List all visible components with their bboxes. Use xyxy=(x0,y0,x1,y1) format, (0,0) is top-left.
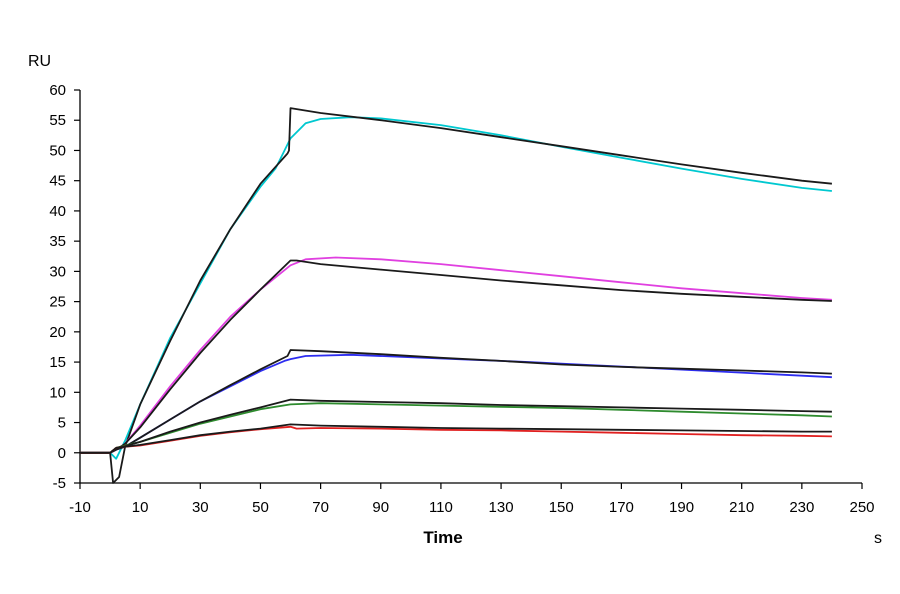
x-tick-label: 170 xyxy=(609,499,634,516)
series-line-1 xyxy=(80,116,832,460)
y-tick-label: 45 xyxy=(49,173,66,190)
y-tick-label: 40 xyxy=(49,203,66,220)
x-tick-label: 250 xyxy=(849,499,874,516)
y-tick-label: 50 xyxy=(49,142,66,159)
y-tick-label: 20 xyxy=(49,324,66,341)
x-tick-label: 90 xyxy=(372,499,389,516)
y-tick-label: 55 xyxy=(49,112,66,129)
y-tick-label: 10 xyxy=(49,384,66,401)
x-tick-label: 110 xyxy=(429,499,453,516)
x-tick-label: 130 xyxy=(489,499,514,516)
series-layer xyxy=(80,107,832,484)
y-tick-label: 30 xyxy=(49,263,66,280)
x-tick-label: 150 xyxy=(549,499,574,516)
y-tick-label: 25 xyxy=(49,294,66,311)
x-tick-label: 30 xyxy=(192,499,209,516)
x-tick-label: 230 xyxy=(789,499,814,516)
x-axis-unit-label: s xyxy=(874,530,882,547)
y-tick-label: -5 xyxy=(53,475,66,492)
series-line-10 xyxy=(80,423,832,454)
series-line-2 xyxy=(80,107,832,484)
series-line-4 xyxy=(80,259,832,454)
x-tick-label: -10 xyxy=(69,499,91,516)
x-axis-ticks: -10 10 30 50 70 90 110 130 150 170 190 210 230 250 xyxy=(69,483,875,516)
x-tick-label: 10 xyxy=(132,499,149,516)
series-line-8 xyxy=(80,398,832,454)
x-tick-label: 70 xyxy=(312,499,329,516)
x-tick-label: 190 xyxy=(669,499,694,516)
series-line-3 xyxy=(80,256,832,454)
x-tick-label: 210 xyxy=(729,499,754,516)
y-tick-label: 35 xyxy=(49,233,66,250)
y-tick-label: 5 xyxy=(58,415,66,432)
x-tick-label: 50 xyxy=(252,499,269,516)
y-tick-label: 60 xyxy=(49,82,66,99)
y-axis-label: RU xyxy=(28,53,51,70)
y-tick-label: 15 xyxy=(49,354,66,371)
y-tick-label: 0 xyxy=(58,445,66,462)
x-axis-label: Time xyxy=(423,528,462,547)
